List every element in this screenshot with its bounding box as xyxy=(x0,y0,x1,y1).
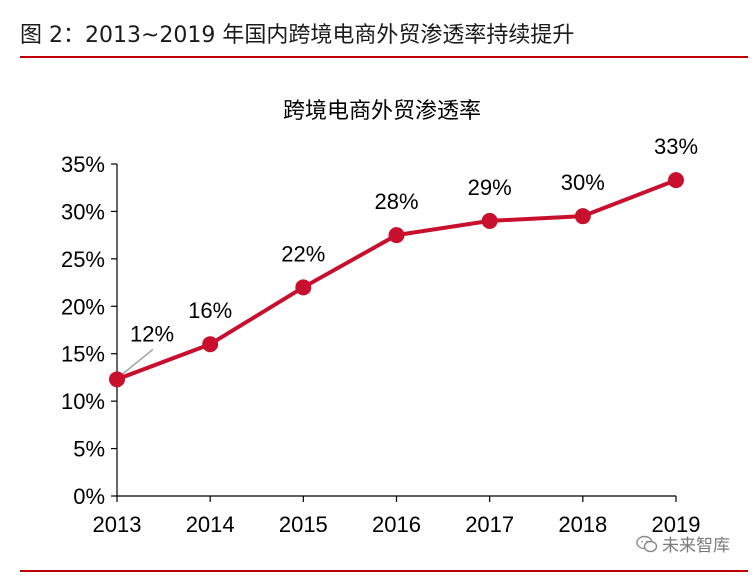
figure-title: 图 2：2013~2019 年国内跨境电商外贸渗透率持续提升 xyxy=(20,23,575,48)
x-tick-label: 2013 xyxy=(93,512,142,537)
y-tick-label: 35% xyxy=(61,152,105,177)
wechat-logo-icon xyxy=(636,535,658,552)
data-point xyxy=(574,208,591,225)
chart-title: 跨境电商外贸渗透率 xyxy=(283,99,481,124)
header-divider xyxy=(20,56,748,58)
y-tick-label: 30% xyxy=(61,199,105,224)
watermark: 未来智库 xyxy=(636,531,730,556)
data-label: 29% xyxy=(468,175,512,200)
data-label: 28% xyxy=(374,189,418,214)
data-point xyxy=(388,227,405,244)
y-tick-label: 25% xyxy=(61,247,105,272)
y-tick-label: 20% xyxy=(61,294,105,319)
data-label: 22% xyxy=(281,241,325,266)
x-tick-label: 2017 xyxy=(465,512,514,537)
x-tick-label: 2015 xyxy=(279,512,328,537)
data-label-leader xyxy=(120,348,154,376)
x-tick-label: 2019 xyxy=(652,512,701,537)
y-tick-label: 0% xyxy=(73,484,105,509)
y-tick-label: 10% xyxy=(61,389,105,414)
footer-divider xyxy=(20,570,748,572)
data-point xyxy=(109,371,125,388)
data-label: 12% xyxy=(130,321,174,346)
data-point xyxy=(202,336,219,353)
x-tick-label: 2018 xyxy=(558,512,607,537)
data-point xyxy=(668,172,684,189)
chart-marks: 12% 16% 22% 28% 29% 30% 33% xyxy=(109,134,698,388)
watermark-text: 未来智库 xyxy=(662,536,730,556)
data-point xyxy=(295,279,312,296)
chart-axes: 0% 5% 10% 15% 20% 25% 30% 35% 2013 2014 2015 2016 20… xyxy=(61,152,701,537)
data-point xyxy=(481,212,498,229)
x-tick-label: 2014 xyxy=(186,512,235,537)
data-label: 16% xyxy=(188,298,232,323)
data-label: 33% xyxy=(654,134,698,159)
x-tick-label: 2016 xyxy=(372,512,421,537)
data-label: 30% xyxy=(561,170,605,195)
y-tick-label: 5% xyxy=(73,437,105,462)
y-tick-label: 15% xyxy=(61,342,105,367)
